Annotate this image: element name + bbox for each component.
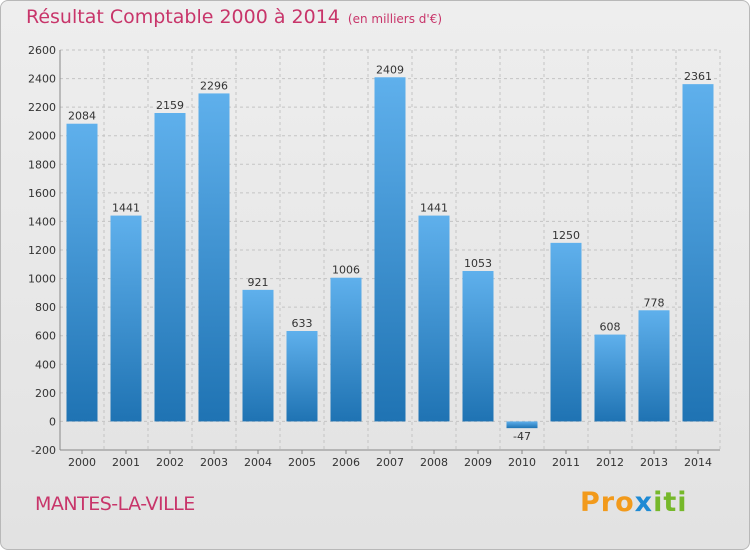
bar-value-label: 1441 (112, 202, 140, 215)
bar (154, 113, 186, 422)
bar (110, 215, 142, 422)
bar-value-label: 921 (248, 276, 269, 289)
chart-title-text: Résultat Comptable 2000 à 2014 (26, 6, 340, 28)
bar-value-label: 1250 (552, 229, 580, 242)
y-tick-label: 1000 (28, 273, 56, 286)
y-tick-label: 1800 (28, 158, 56, 171)
bar (462, 271, 494, 422)
chart-title: Résultat Comptable 2000 à 2014 (en millie… (26, 6, 442, 28)
y-tick-label: 800 (35, 301, 56, 314)
bar (198, 93, 230, 422)
bar (286, 331, 318, 422)
x-tick-label: 2013 (640, 456, 668, 469)
x-tick-label: 2012 (596, 456, 624, 469)
town-name: MANTES-LA-VILLE (35, 493, 195, 515)
bar-value-label: 633 (292, 317, 313, 330)
bar-value-label: 2361 (684, 70, 712, 83)
bar-value-label: 1441 (420, 202, 448, 215)
bar-value-label: 2084 (68, 110, 96, 123)
bar (638, 310, 670, 422)
bar (66, 123, 98, 422)
bar-value-label: 1053 (464, 257, 492, 270)
y-tick-label: 200 (35, 387, 56, 400)
x-tick-label: 2004 (244, 456, 272, 469)
y-tick-label: 2000 (28, 130, 56, 143)
bar (550, 242, 582, 422)
y-tick-label: 2600 (28, 44, 56, 57)
bar (330, 277, 362, 422)
x-tick-label: 2007 (376, 456, 404, 469)
bar-value-label: 608 (600, 321, 621, 334)
y-tick-label: -200 (31, 444, 56, 457)
x-tick-label: 2010 (508, 456, 536, 469)
x-tick-label: 2009 (464, 456, 492, 469)
x-tick-label: 2006 (332, 456, 360, 469)
y-tick-label: 2200 (28, 101, 56, 114)
x-tick-label: 2011 (552, 456, 580, 469)
chart-subtitle: (en milliers d'€) (347, 12, 443, 26)
bar-value-label: 2159 (156, 99, 184, 112)
bar-value-label: 2296 (200, 79, 228, 92)
x-tick-label: 2014 (684, 456, 712, 469)
bar-value-label: -47 (513, 430, 531, 443)
proxiti-logo: Proxiti (580, 487, 688, 518)
x-tick-label: 2001 (112, 456, 140, 469)
y-tick-label: 600 (35, 330, 56, 343)
x-tick-label: 2003 (200, 456, 228, 469)
y-tick-label: 1600 (28, 187, 56, 200)
bar (418, 215, 450, 422)
bar (242, 289, 274, 422)
brand-part-1: Pro (580, 487, 635, 518)
y-tick-label: 400 (35, 358, 56, 371)
x-tick-label: 2002 (156, 456, 184, 469)
bar (594, 334, 626, 422)
brand-part-3: iti (653, 487, 688, 518)
bar-value-label: 2409 (376, 63, 404, 76)
y-tick-label: 0 (49, 415, 56, 428)
bar-value-label: 778 (644, 296, 665, 309)
bar (506, 421, 538, 429)
y-tick-label: 2400 (28, 73, 56, 86)
bar (682, 84, 714, 422)
x-tick-label: 2005 (288, 456, 316, 469)
brand-part-2: x (634, 487, 654, 518)
bar (374, 77, 406, 422)
y-tick-label: 1400 (28, 215, 56, 228)
x-tick-label: 2008 (420, 456, 448, 469)
bar-value-label: 1006 (332, 264, 360, 277)
x-tick-label: 2000 (68, 456, 96, 469)
y-tick-label: 1200 (28, 244, 56, 257)
